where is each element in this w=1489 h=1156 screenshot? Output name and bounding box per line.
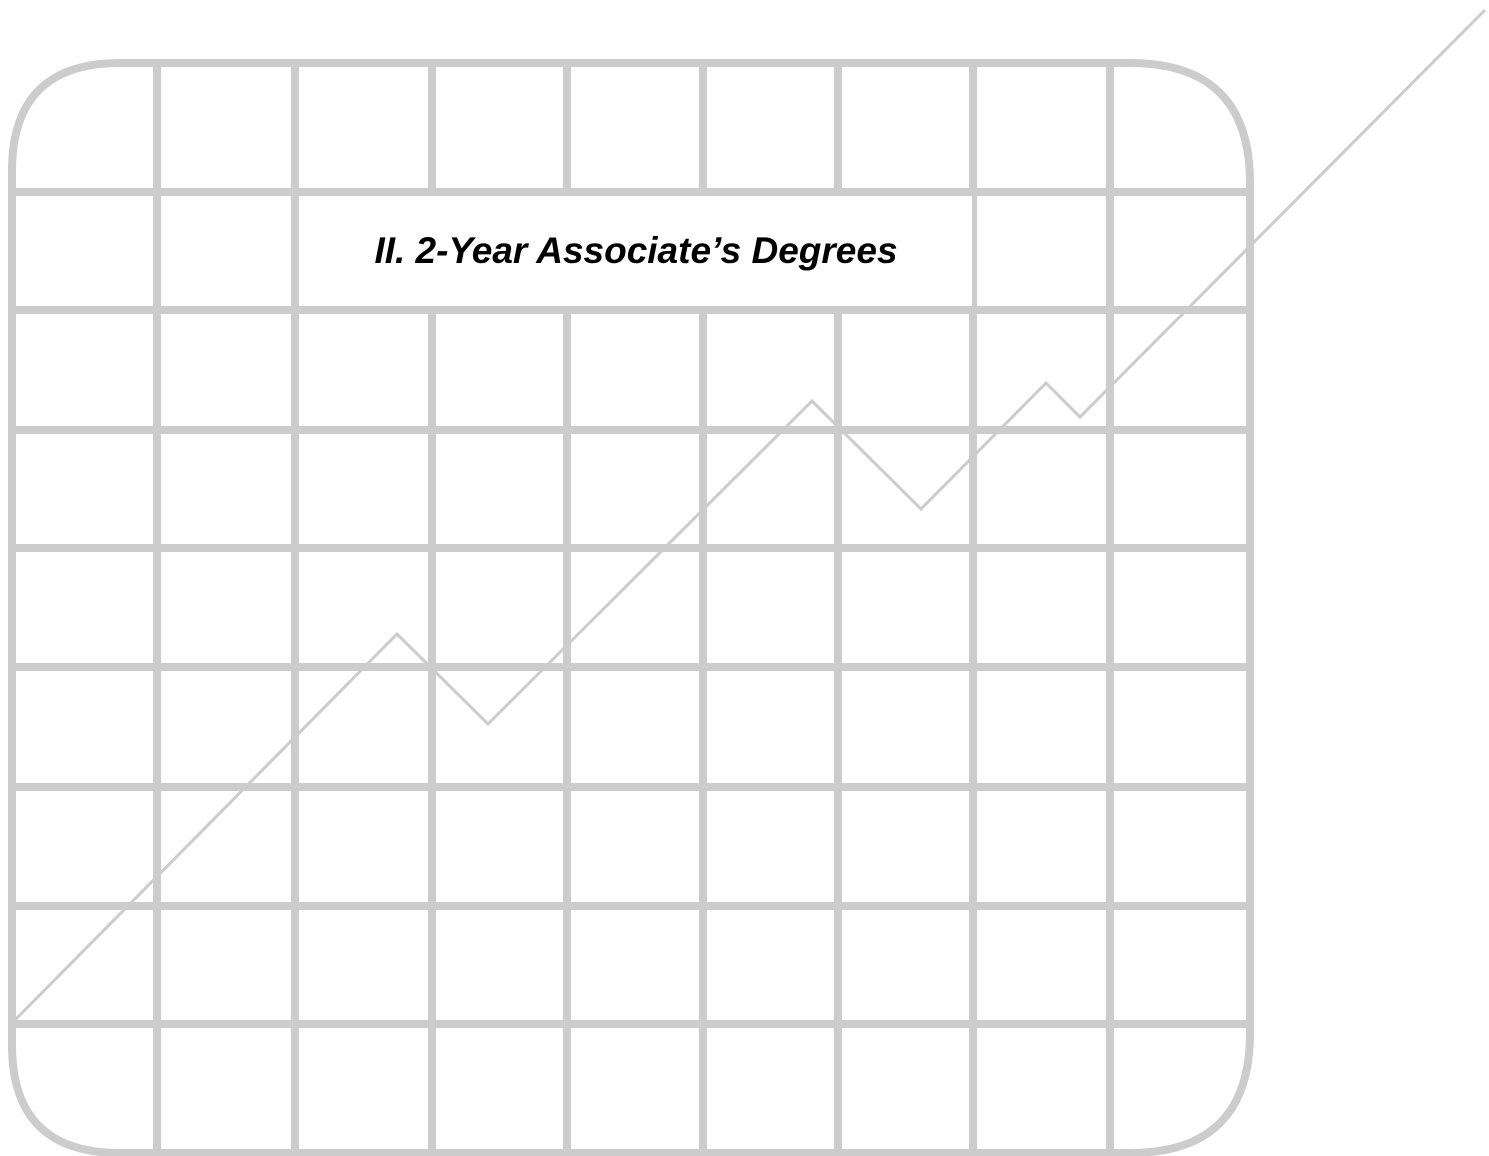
rising-trend-line	[13, 8, 1487, 1022]
section-title: II. 2-Year Associate’s Degrees	[374, 230, 898, 271]
rounded-frame	[8, 59, 1254, 1156]
title-box: II. 2-Year Associate’s Degrees	[300, 196, 972, 306]
